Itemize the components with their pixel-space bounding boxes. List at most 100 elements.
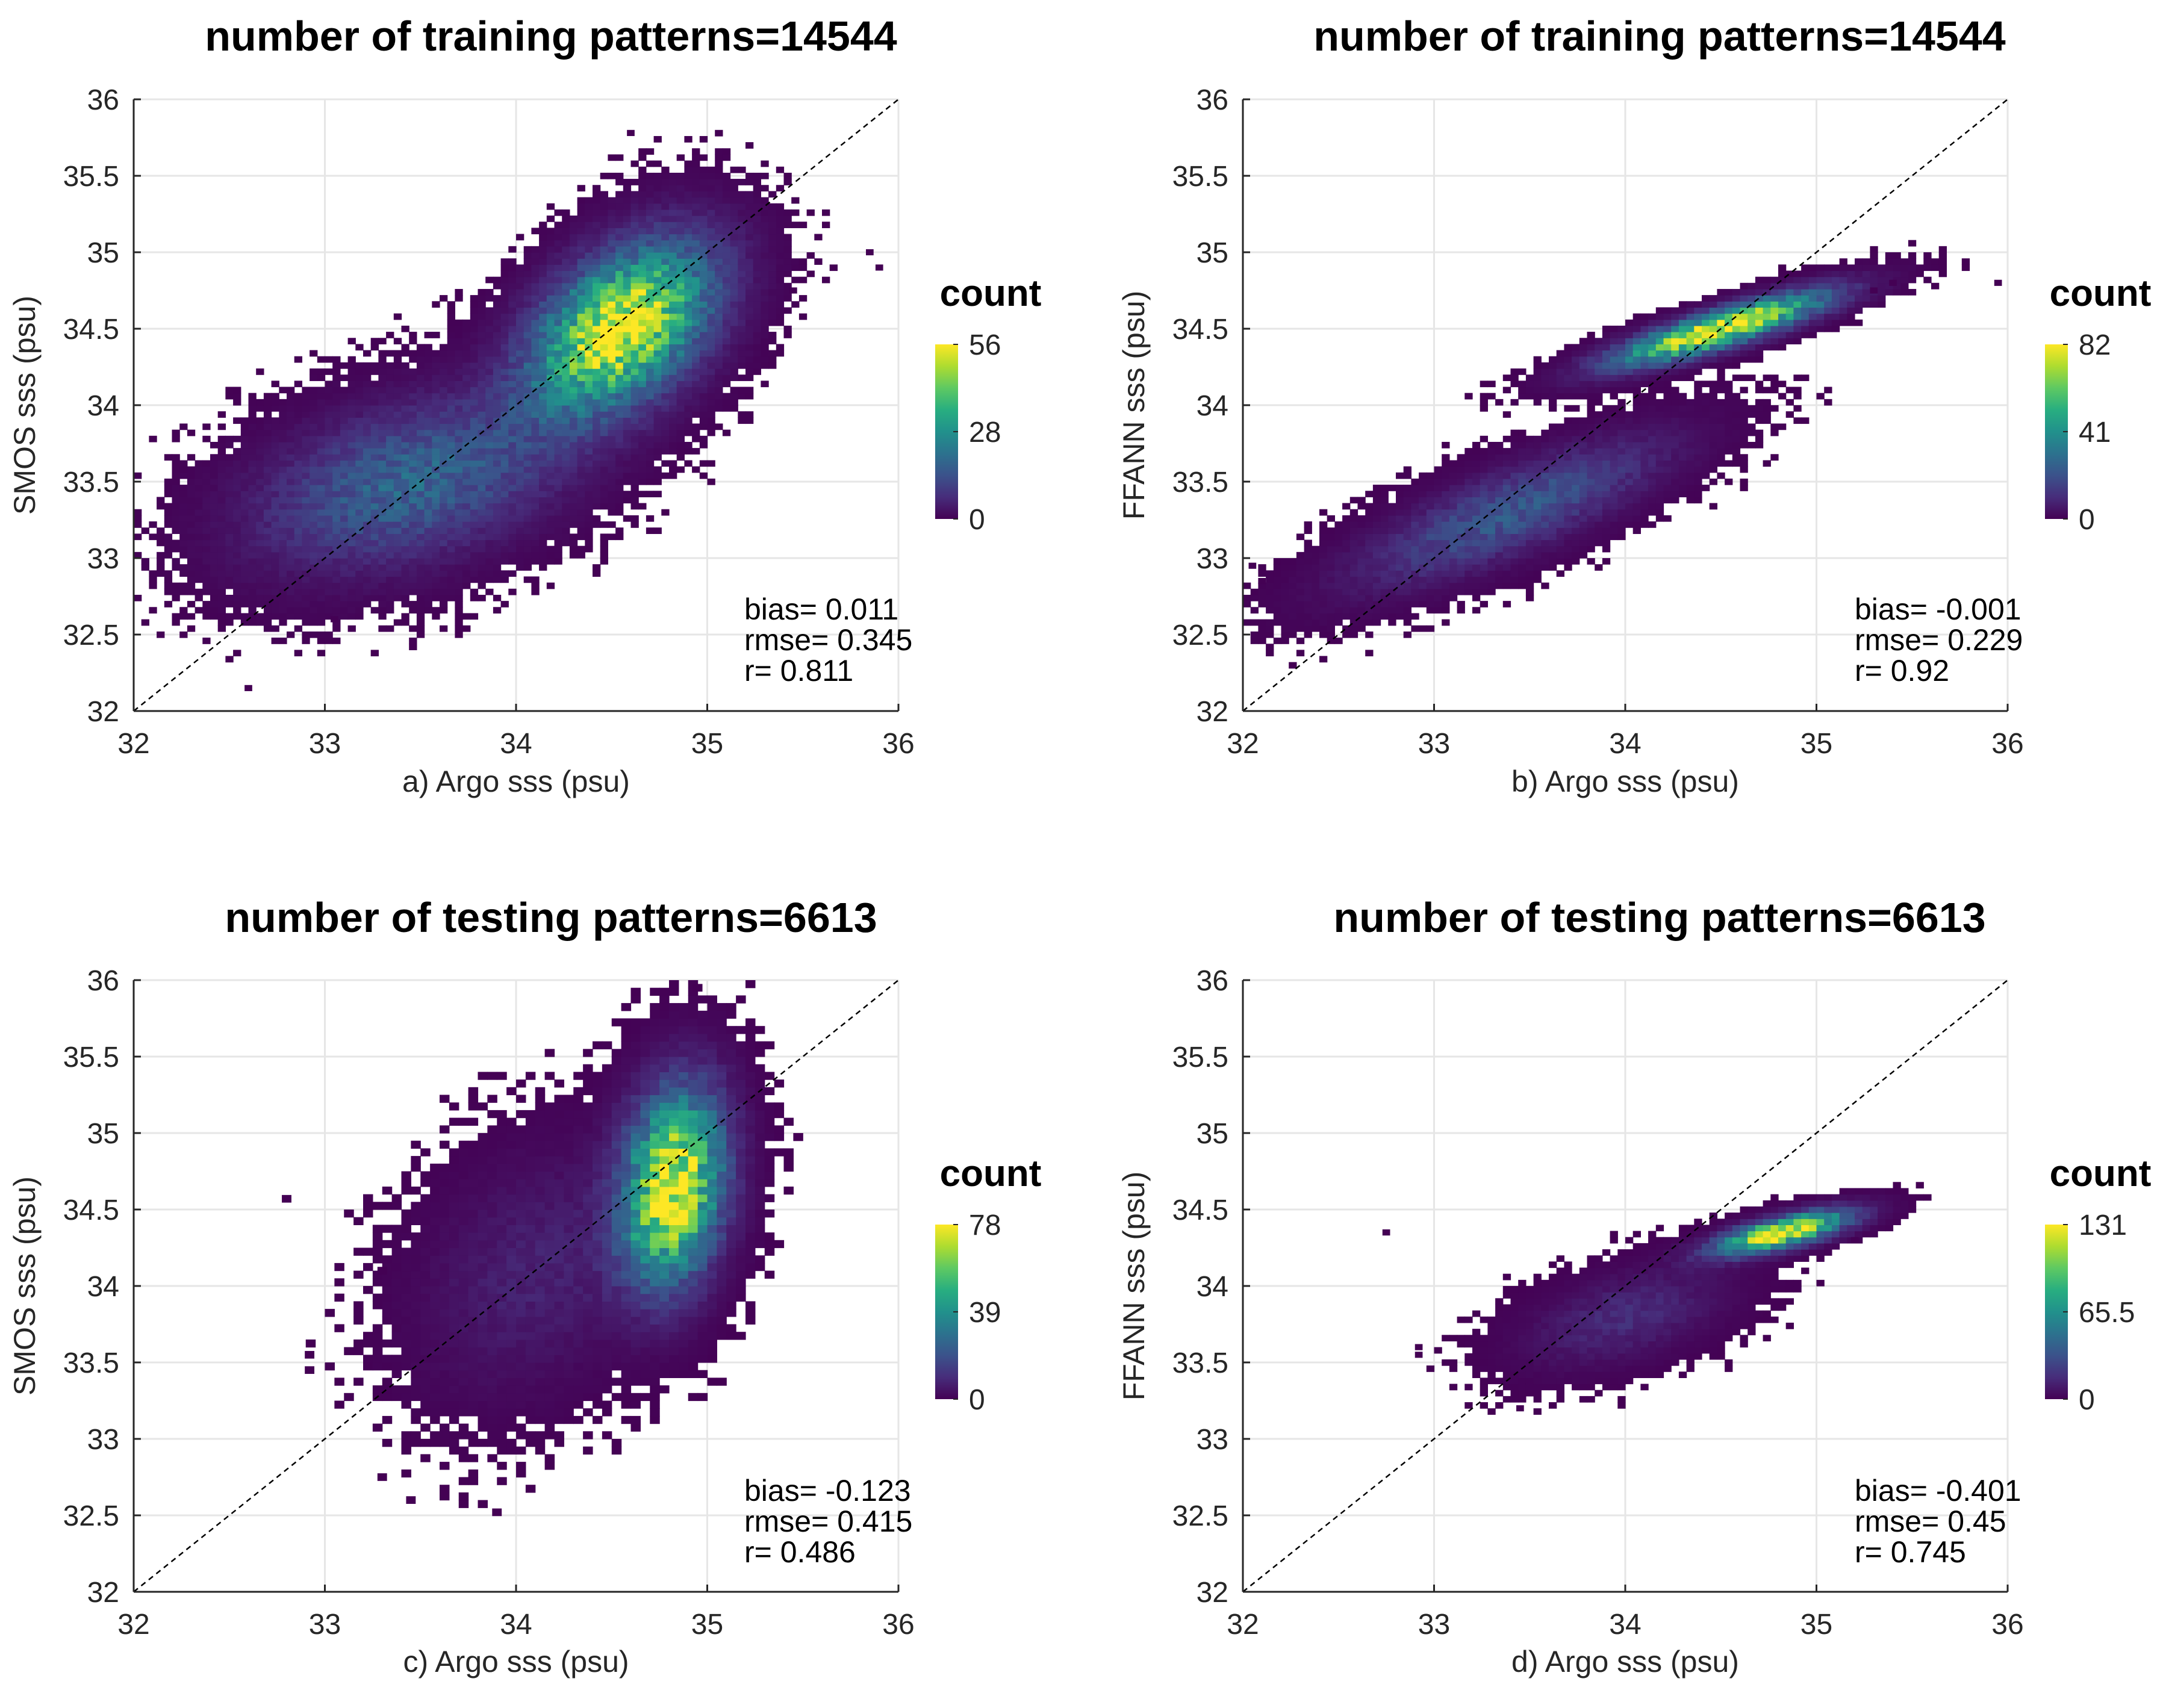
heatmap-cell bbox=[798, 295, 808, 302]
heatmap-cell bbox=[240, 491, 249, 497]
heatmap-cell bbox=[240, 441, 249, 449]
heatmap-cell bbox=[516, 319, 524, 326]
heatmap-cell bbox=[1602, 509, 1611, 516]
heatmap-cell bbox=[225, 594, 234, 601]
heatmap-cell bbox=[1304, 588, 1312, 595]
heatmap-cell bbox=[1610, 509, 1618, 516]
heatmap-cell bbox=[1595, 380, 1603, 388]
heatmap-cell bbox=[722, 350, 731, 357]
heatmap-cell bbox=[669, 393, 677, 400]
heatmap-cell bbox=[294, 527, 302, 534]
heatmap-cell bbox=[1502, 601, 1511, 607]
heatmap-cell bbox=[798, 276, 808, 284]
heatmap-cell bbox=[761, 222, 769, 228]
heatmap-cell bbox=[310, 631, 318, 638]
heatmap-cell bbox=[1525, 448, 1534, 455]
heatmap-cell bbox=[669, 258, 677, 265]
heatmap-cell bbox=[294, 478, 302, 485]
heatmap-cell bbox=[562, 387, 570, 394]
heatmap-cell bbox=[157, 564, 165, 571]
heatmap-cell bbox=[516, 478, 524, 485]
heatmap-cell bbox=[455, 295, 463, 302]
heatmap-cell bbox=[225, 491, 234, 497]
heatmap-cell bbox=[332, 509, 341, 516]
heatmap-cell bbox=[730, 393, 738, 400]
heatmap-cell bbox=[562, 472, 570, 479]
heatmap-cell bbox=[470, 350, 479, 357]
heatmap-cell bbox=[263, 497, 272, 504]
heatmap-cell bbox=[1617, 478, 1626, 485]
heatmap-cell bbox=[653, 435, 662, 443]
heatmap-cell bbox=[753, 209, 761, 216]
heatmap-cell bbox=[653, 264, 662, 272]
heatmap-cell bbox=[455, 325, 463, 332]
heatmap-cell bbox=[1625, 338, 1634, 344]
heatmap-cell bbox=[485, 558, 494, 565]
heatmap-cell bbox=[370, 491, 379, 497]
heatmap-cell bbox=[279, 515, 287, 522]
heatmap-cell bbox=[409, 417, 417, 424]
heatmap-cell bbox=[1595, 441, 1603, 449]
heatmap-cell bbox=[409, 588, 417, 595]
heatmap-cell bbox=[577, 258, 585, 265]
heatmap-cell bbox=[378, 411, 387, 418]
heatmap-cell bbox=[447, 301, 455, 308]
heatmap-cell bbox=[485, 387, 494, 394]
heatmap-cell bbox=[271, 594, 279, 601]
heatmap-cell bbox=[263, 429, 272, 436]
heatmap-cell bbox=[593, 521, 601, 528]
heatmap-cell bbox=[1564, 344, 1572, 351]
heatmap-cell bbox=[493, 344, 502, 351]
heatmap-cell bbox=[1632, 527, 1641, 534]
heatmap-cell bbox=[210, 497, 219, 504]
heatmap-cell bbox=[1464, 558, 1473, 565]
heatmap-cell bbox=[378, 613, 387, 620]
heatmap-cell bbox=[562, 515, 570, 522]
heatmap-cell bbox=[455, 423, 463, 430]
heatmap-cell bbox=[593, 276, 601, 284]
heatmap-cell bbox=[600, 258, 608, 265]
heatmap-cell bbox=[233, 387, 241, 394]
heatmap-cell bbox=[523, 515, 532, 522]
heatmap-cell bbox=[347, 491, 356, 497]
heatmap-cell bbox=[562, 368, 570, 375]
heatmap-cell bbox=[424, 582, 432, 589]
heatmap-cell bbox=[478, 423, 486, 430]
heatmap-cell bbox=[485, 454, 494, 461]
heatmap-cell bbox=[1403, 497, 1411, 504]
heatmap-cell bbox=[455, 356, 463, 363]
heatmap-cell bbox=[1625, 466, 1634, 473]
heatmap-cell bbox=[500, 393, 509, 400]
heatmap-cell bbox=[608, 362, 616, 369]
heatmap-cell bbox=[676, 246, 685, 253]
heatmap-cell bbox=[447, 368, 455, 375]
heatmap-cell bbox=[325, 503, 333, 510]
heatmap-cell bbox=[600, 485, 608, 491]
heatmap-cell bbox=[508, 387, 517, 394]
heatmap-cell bbox=[500, 276, 509, 284]
heatmap-cell bbox=[1579, 441, 1588, 449]
heatmap-cell bbox=[271, 435, 279, 443]
heatmap-cell bbox=[676, 423, 685, 430]
heatmap-cell bbox=[287, 423, 295, 430]
heatmap-cell bbox=[424, 393, 432, 400]
heatmap-cell bbox=[310, 497, 318, 504]
heatmap-cell bbox=[240, 417, 249, 424]
heatmap-cell bbox=[432, 613, 440, 620]
heatmap-cell bbox=[172, 509, 180, 516]
heatmap-cell bbox=[1556, 503, 1564, 510]
heatmap-cell bbox=[669, 203, 677, 210]
heatmap-cell bbox=[210, 485, 219, 491]
heatmap-cell bbox=[256, 472, 264, 479]
heatmap-cell bbox=[1495, 448, 1504, 455]
heatmap-cell bbox=[676, 393, 685, 400]
heatmap-cell bbox=[1396, 594, 1404, 601]
heatmap-cell bbox=[401, 527, 409, 534]
heatmap-cell bbox=[1610, 472, 1618, 479]
heatmap-cell bbox=[462, 551, 471, 559]
heatmap-cell bbox=[730, 203, 738, 210]
heatmap-cell bbox=[271, 601, 279, 607]
heatmap-cell bbox=[1273, 558, 1282, 565]
heatmap-cell bbox=[669, 411, 677, 418]
heatmap-cell bbox=[1388, 619, 1396, 626]
